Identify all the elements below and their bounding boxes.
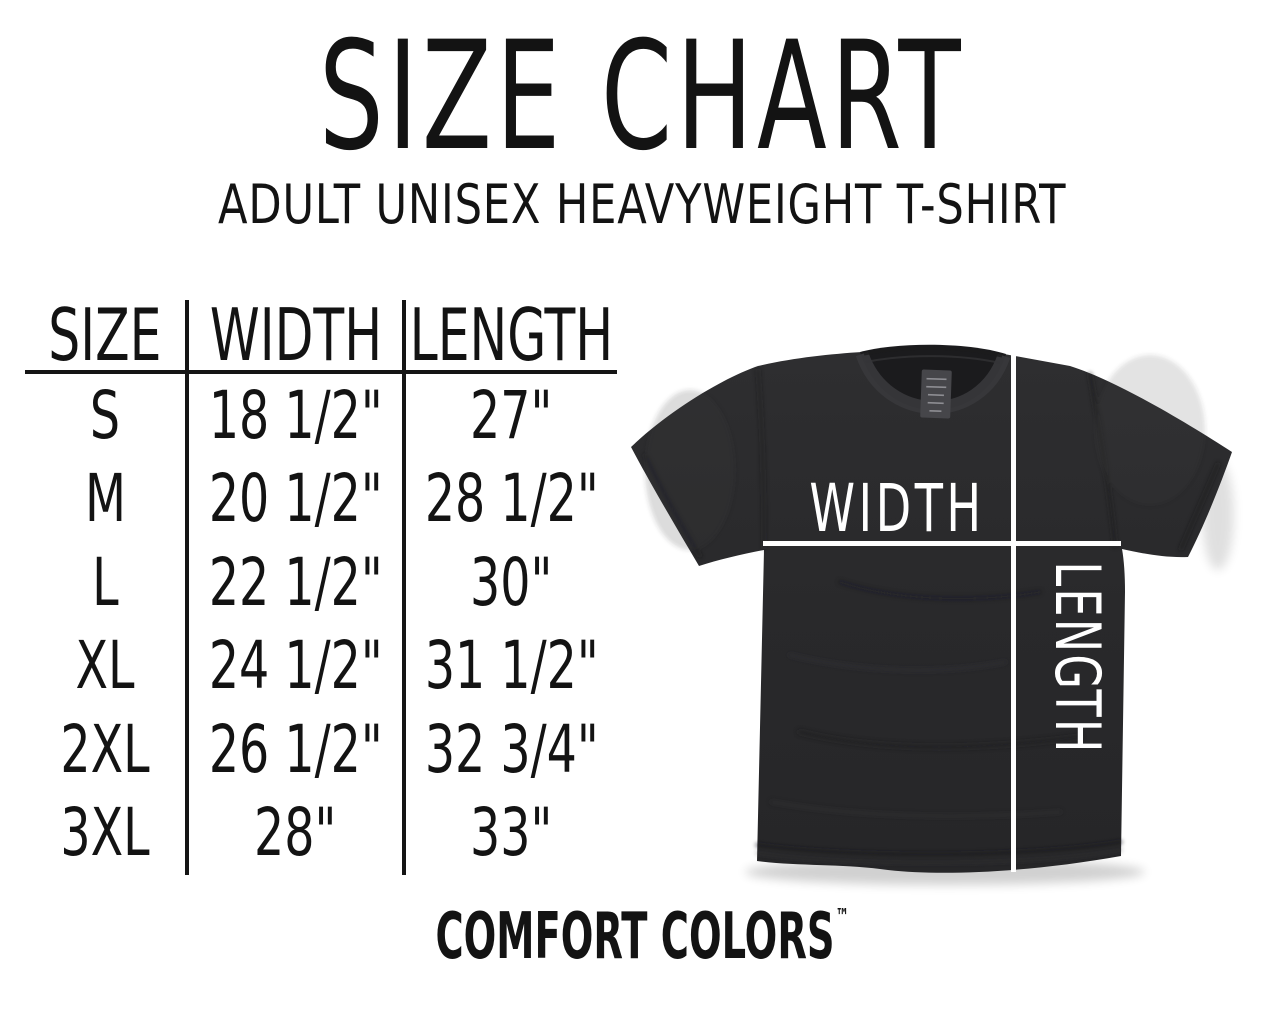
size-label-s: S	[89, 376, 121, 454]
size-chart-table: SIZE WIDTH LENGTH S 18 1/2" 27" M 20 1/2…	[25, 299, 617, 875]
tshirt-body	[631, 345, 1232, 873]
length-value-l: 30"	[402, 541, 617, 625]
width-value-s: 18 1/2"	[185, 374, 402, 458]
page-subtitle: ADULT UNISEX HEAVYWEIGHT T-SHIRT	[0, 178, 1284, 232]
trademark-symbol: ™	[836, 905, 850, 930]
width-value-l: 22 1/2"	[185, 541, 402, 625]
width-measure-line	[763, 541, 1121, 546]
size-label-3xl: 3XL	[60, 794, 150, 872]
size-label-2xl: 2XL	[60, 710, 150, 788]
column-header-width: WIDTH	[185, 299, 402, 374]
width-label: WIDTH	[809, 471, 984, 547]
brand-logo: COMFORT COLORS™	[0, 905, 1284, 969]
length-value-3xl: 33"	[402, 791, 617, 875]
collar-back-seam	[863, 346, 1003, 358]
size-label-l: L	[91, 543, 119, 621]
length-value-2xl: 32 3/4"	[402, 708, 617, 792]
size-label-m: M	[84, 460, 126, 538]
brand-name: COMFORT COLORS	[435, 900, 835, 974]
width-value-3xl: 28"	[185, 791, 402, 875]
width-value-2xl: 26 1/2"	[185, 708, 402, 792]
length-value-s: 27"	[402, 374, 617, 458]
length-value-xl: 31 1/2"	[402, 624, 617, 708]
column-header-size: SIZE	[25, 299, 185, 374]
width-value-xl: 24 1/2"	[185, 624, 402, 708]
page-subtitle-text: ADULT UNISEX HEAVYWEIGHT T-SHIRT	[217, 173, 1067, 236]
size-label-xl: XL	[75, 627, 135, 705]
collar-back-ribbing	[865, 355, 1001, 364]
page-title: SIZE CHART	[0, 22, 1284, 172]
width-value-m: 20 1/2"	[185, 457, 402, 541]
fabric-wrinkles	[643, 355, 1220, 864]
neck-label	[920, 369, 952, 419]
tshirt-graphic: WIDTH LENGTH	[631, 344, 1234, 885]
column-header-length: LENGTH	[402, 299, 617, 374]
page-title-text: SIZE CHART	[319, 10, 965, 184]
length-measure-line	[1011, 349, 1016, 872]
length-label: LENGTH	[1041, 561, 1113, 754]
length-value-m: 28 1/2"	[402, 457, 617, 541]
